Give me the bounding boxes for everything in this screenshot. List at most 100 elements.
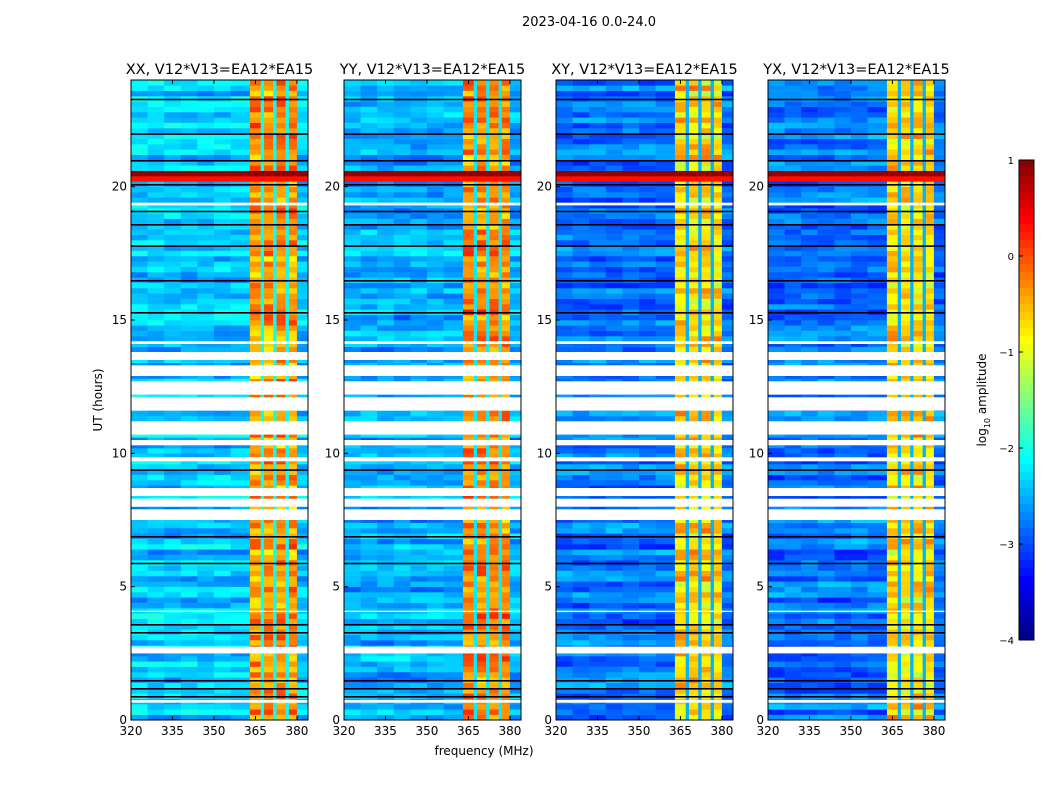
heatmap-cell [273, 522, 277, 529]
heatmap-cell [249, 202, 261, 209]
heatmap-cell [344, 650, 361, 657]
heatmap-cell [288, 282, 298, 289]
heatmap-cell [501, 224, 511, 230]
heatmap-cell [489, 661, 499, 667]
heatmap-cell [230, 272, 251, 278]
heatmap-cell [698, 330, 702, 337]
heatmap-cell [273, 576, 277, 582]
heatmap-cell [164, 554, 182, 561]
heatmap-cell [498, 128, 503, 134]
heatmap-cell [260, 469, 265, 475]
heatmap-cell [377, 218, 395, 225]
heatmap-cell [296, 160, 309, 166]
heatmap-cell [377, 320, 395, 326]
heatmap-cell [498, 90, 503, 97]
heatmap-cell [288, 464, 298, 470]
heatmap-cell [698, 597, 702, 603]
heatmap-cell [410, 576, 428, 582]
heatmap-cell [477, 442, 487, 449]
heatmap-cell [296, 250, 309, 257]
heatmap-cell [462, 234, 474, 241]
heatmap-cell [489, 714, 499, 721]
heatmap-cell [230, 650, 251, 657]
heatmap-cell [556, 416, 573, 422]
heatmap-cell [180, 272, 198, 278]
heatmap-cell [147, 474, 165, 481]
heatmap-cell [360, 250, 378, 257]
heatmap-cell [462, 581, 474, 587]
heatmap-cell [410, 549, 428, 555]
heatmap-cell [622, 640, 640, 646]
heatmap-cell [273, 197, 277, 203]
heatmap-cell [685, 714, 690, 721]
heatmap-cell [685, 576, 690, 582]
heatmap-cell [260, 373, 265, 379]
heatmap-cell [296, 416, 309, 422]
heatmap-cell [260, 325, 265, 331]
heatmap-cell [443, 650, 464, 657]
heatmap-cell [698, 373, 702, 379]
heatmap-cell [689, 682, 699, 689]
heatmap-cell [264, 570, 274, 577]
heatmap-cell [377, 448, 395, 454]
heatmap-cell [486, 704, 490, 710]
heatmap-cell [249, 144, 261, 150]
heatmap-cell [689, 341, 699, 347]
heatmap-cell [131, 464, 148, 470]
heatmap-cell [473, 165, 478, 171]
heatmap-cell [689, 464, 699, 470]
heatmap-cell [486, 480, 490, 486]
heatmap-cell [147, 416, 165, 422]
heatmap-cell [509, 197, 522, 203]
heatmap-cell [721, 298, 734, 305]
heatmap-cell [344, 442, 361, 449]
heatmap-cell [498, 373, 503, 379]
heatmap-cell [393, 480, 411, 486]
heatmap-cell [344, 656, 361, 662]
heatmap-cell [296, 570, 309, 577]
heatmap-cell [214, 293, 231, 299]
heatmap-cell [164, 202, 182, 209]
heatmap-cell [273, 261, 277, 267]
heatmap-cell [249, 112, 261, 118]
heatmap-cell [701, 453, 711, 459]
heatmap-cell [701, 282, 711, 289]
heatmap-cell [509, 666, 522, 673]
heatmap-cell [674, 634, 686, 641]
heatmap-cell [296, 613, 309, 619]
heatmap-cell [260, 672, 265, 678]
heatmap-cell [410, 618, 428, 625]
heatmap-cell [230, 544, 251, 550]
heatmap-cell [655, 469, 676, 475]
heatmap-cell [296, 234, 309, 241]
heatmap-cell [498, 688, 503, 694]
heatmap-cell [501, 298, 511, 305]
heatmap-cell [477, 160, 487, 166]
heatmap-cell [164, 186, 182, 193]
heatmap-cell [276, 160, 286, 166]
heatmap-cell [260, 213, 265, 219]
heatmap-cell [713, 597, 723, 603]
heatmap-cell [721, 640, 734, 646]
heatmap-cell [427, 688, 444, 694]
heatmap-cell [605, 458, 623, 465]
heatmap-cell [489, 528, 499, 534]
heatmap-cell [147, 320, 165, 326]
heatmap-cell [410, 448, 428, 454]
heatmap-cell [713, 549, 723, 555]
heatmap-cell [230, 186, 251, 193]
heatmap-cell [622, 298, 640, 305]
heatmap-cell [477, 432, 487, 438]
heatmap-cell [214, 186, 231, 193]
heatmap-cell [344, 602, 361, 609]
heatmap-cell [572, 453, 590, 459]
heatmap-cell [427, 672, 444, 678]
heatmap-cell [556, 458, 573, 465]
heatmap-cell [197, 272, 215, 278]
heatmap-cell [131, 549, 148, 555]
heatmap-cell [288, 448, 298, 454]
heatmap-cell [288, 133, 298, 139]
heatmap-cell [498, 565, 503, 571]
heatmap-cell [489, 469, 499, 475]
heatmap-cell [214, 213, 231, 219]
